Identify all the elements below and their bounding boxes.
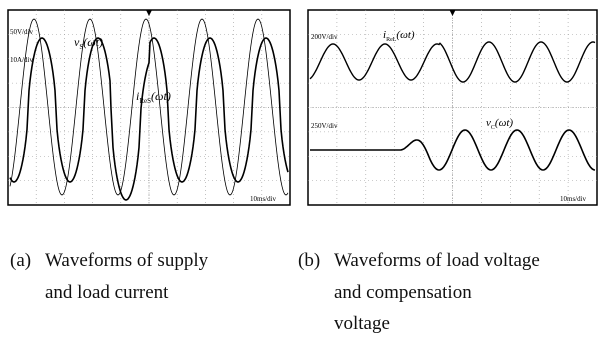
time-scale: 10ms/div (560, 195, 587, 203)
time-scale: 10ms/div (250, 195, 277, 203)
caption-line: Waveforms of load voltage (334, 250, 540, 272)
caption: (b) Waveforms of load voltage and compen… (298, 250, 320, 272)
scale-label: 10A/div (10, 56, 33, 64)
scale-label: 200V/div (311, 33, 338, 41)
scale-label: 250V/div (311, 122, 338, 130)
caption-line: voltage (334, 313, 390, 335)
caption-tag: (a) (10, 250, 31, 271)
caption-tag: (b) (298, 250, 320, 271)
caption-line: and load current (45, 282, 168, 304)
page: 50V/div 10A/div 10ms/div vS(ωt) iReS(ωt)… (0, 0, 602, 340)
figure: 50V/div 10A/div 10ms/div vS(ωt) iReS(ωt)… (0, 0, 602, 220)
caption-line: Waveforms of supply (45, 250, 208, 272)
caption-line: and compensation (334, 282, 472, 304)
caption: (a) Waveforms of supply and load current (10, 250, 31, 272)
panel-a: 50V/div 10A/div 10ms/div vS(ωt) iReS(ωt) (8, 10, 290, 205)
panel-b: 200V/div 250V/div 10ms/div iReL(ωt) vC(ω… (308, 10, 597, 205)
trace-label: vC(ωt) (486, 117, 513, 131)
